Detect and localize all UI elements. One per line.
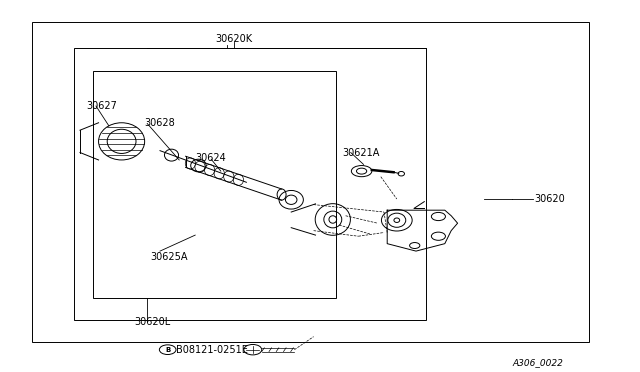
Bar [32, 22, 589, 342]
Text: 30620L: 30620L [134, 317, 171, 327]
Text: B: B [165, 347, 170, 353]
Bar [74, 48, 426, 320]
Text: B08121-0251E: B08121-0251E [176, 345, 248, 355]
Text: 30627: 30627 [86, 101, 117, 111]
Text: 30624: 30624 [195, 153, 226, 163]
Bar [93, 71, 336, 298]
Text: 30621A: 30621A [342, 148, 380, 157]
Text: A306_0022: A306_0022 [512, 358, 563, 367]
Text: 30628: 30628 [144, 118, 175, 128]
Text: 30620K: 30620K [215, 34, 252, 44]
Circle shape [159, 345, 176, 355]
Text: 30625A: 30625A [150, 252, 188, 262]
Text: 30620: 30620 [534, 194, 565, 204]
